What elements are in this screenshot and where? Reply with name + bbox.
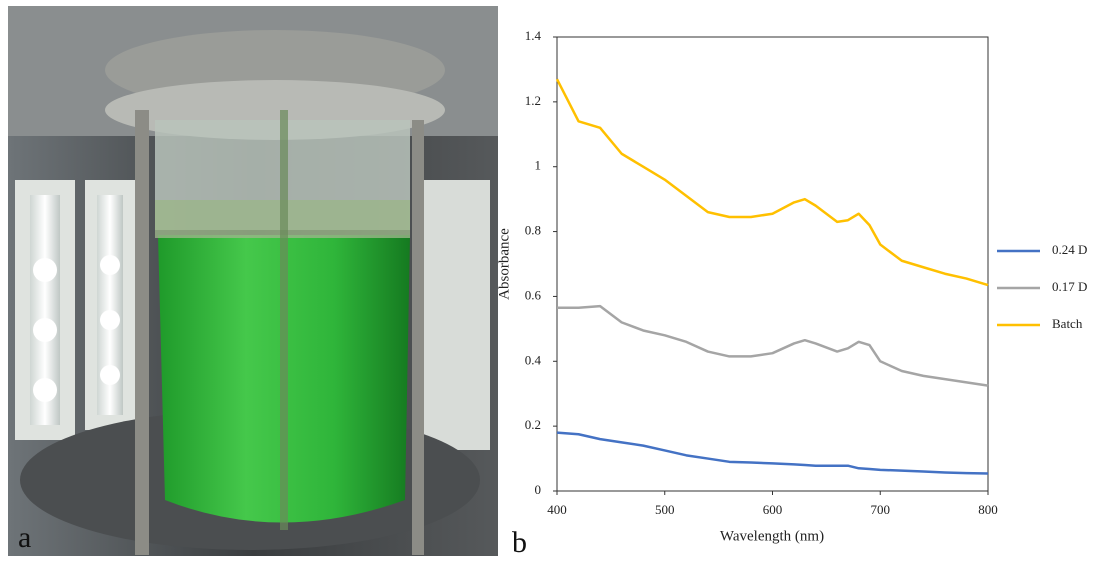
data-line (555, 78, 989, 287)
x-tick-label: 600 (763, 502, 783, 517)
x-tick-label: 700 (871, 502, 891, 517)
y-tick-label: 0.8 (525, 223, 541, 238)
x-axis-label: Wavelength (nm) (720, 528, 824, 544)
y-axis-label: Absorbance (496, 228, 512, 300)
x-tick-label: 500 (655, 502, 675, 517)
plot-frame (556, 36, 989, 492)
data-line (556, 431, 989, 475)
y-tick-label: 0.4 (525, 352, 542, 367)
y-tick-label: 0 (535, 482, 542, 497)
y-tick-label: 0.6 (525, 287, 542, 302)
y-tick-label: 0.2 (525, 417, 541, 432)
y-tick-label: 1.4 (525, 28, 542, 43)
legend-label: 0.24 D (1052, 242, 1087, 257)
x-tick-label: 400 (547, 502, 567, 517)
photo (8, 6, 498, 556)
panel-label: a (18, 521, 31, 554)
legend-label: 0.17 D (1052, 279, 1087, 294)
x-tick-label: 800 (978, 502, 998, 517)
legend-label: Batch (1052, 316, 1083, 331)
panel-label: b (512, 526, 527, 559)
y-tick-label: 1.2 (525, 93, 541, 108)
data-line (557, 304, 989, 387)
y-tick-label: 1 (535, 158, 542, 173)
